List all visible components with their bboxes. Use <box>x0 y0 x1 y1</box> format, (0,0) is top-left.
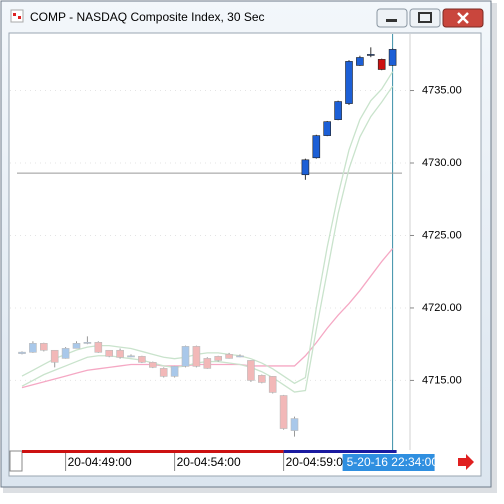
candle-body <box>149 362 157 368</box>
x-tick-label: 20-04:59:00 <box>286 455 350 469</box>
candle-body <box>105 349 113 357</box>
candle-body <box>203 358 212 369</box>
y-tick-label: 4725.00 <box>422 229 462 241</box>
candle-body <box>192 346 201 367</box>
cursor-label-bg <box>342 454 435 471</box>
candle-body <box>290 418 299 431</box>
session-bar <box>283 450 397 453</box>
session-bar <box>22 450 284 453</box>
candle-body <box>127 355 135 358</box>
candle-body <box>257 375 266 383</box>
candle-body <box>94 342 103 353</box>
candle-body <box>377 59 386 70</box>
moving-average <box>21 71 394 385</box>
candle-body <box>29 343 37 353</box>
minimize-icon <box>386 19 397 22</box>
candle-body <box>83 342 92 344</box>
candle-body <box>159 368 168 377</box>
chart-panel <box>8 32 482 477</box>
candle-body <box>72 343 81 349</box>
candle-body <box>356 57 364 66</box>
candle-body <box>18 351 26 354</box>
cursor-label: 5-20-16 22:34:00 <box>347 455 439 469</box>
candle-body <box>50 349 59 363</box>
candle-body <box>214 356 222 361</box>
candle-body <box>366 54 375 56</box>
close-icon <box>457 12 469 24</box>
y-tick-label: 4735.00 <box>422 84 462 96</box>
y-tick-label: 4720.00 <box>422 302 462 314</box>
app-icon-dot <box>18 16 21 19</box>
maximize-button[interactable] <box>409 8 441 28</box>
candle-body <box>181 346 190 367</box>
candle-body <box>170 366 179 377</box>
candle-body <box>39 343 48 351</box>
app-icon <box>10 9 24 23</box>
candle-body <box>268 376 277 393</box>
candle-body <box>301 159 310 176</box>
y-tick-label: 4730.00 <box>422 157 462 169</box>
candle-body <box>323 121 332 136</box>
plot: 4715.00 4720.00 4725.00 4730.00 4735.00 20-04… <box>10 34 462 471</box>
window-title: COMP - NASDAQ Composite Index, 30 Sec <box>30 10 265 24</box>
candle-body <box>225 354 233 359</box>
minimize-button[interactable] <box>376 8 408 28</box>
candle-body <box>236 355 244 358</box>
scroll-box[interactable] <box>9 450 23 472</box>
candle-body <box>247 360 255 381</box>
candle-body <box>116 349 124 358</box>
candle-body <box>279 395 288 429</box>
candle-body <box>61 348 70 359</box>
app-icon-dot <box>13 13 16 16</box>
y-tick-label: 4715.00 <box>422 374 462 386</box>
candle-body <box>138 356 146 363</box>
candle-body <box>345 61 353 104</box>
x-tick-label: 20-04:54:00 <box>177 455 241 469</box>
x-tick-label: 20-04:49:00 <box>68 455 132 469</box>
candle-body <box>312 135 321 159</box>
maximize-icon <box>418 12 432 23</box>
candle-body <box>388 49 397 66</box>
candle-body <box>334 101 342 120</box>
scroll-right-arrow[interactable] <box>458 454 474 470</box>
